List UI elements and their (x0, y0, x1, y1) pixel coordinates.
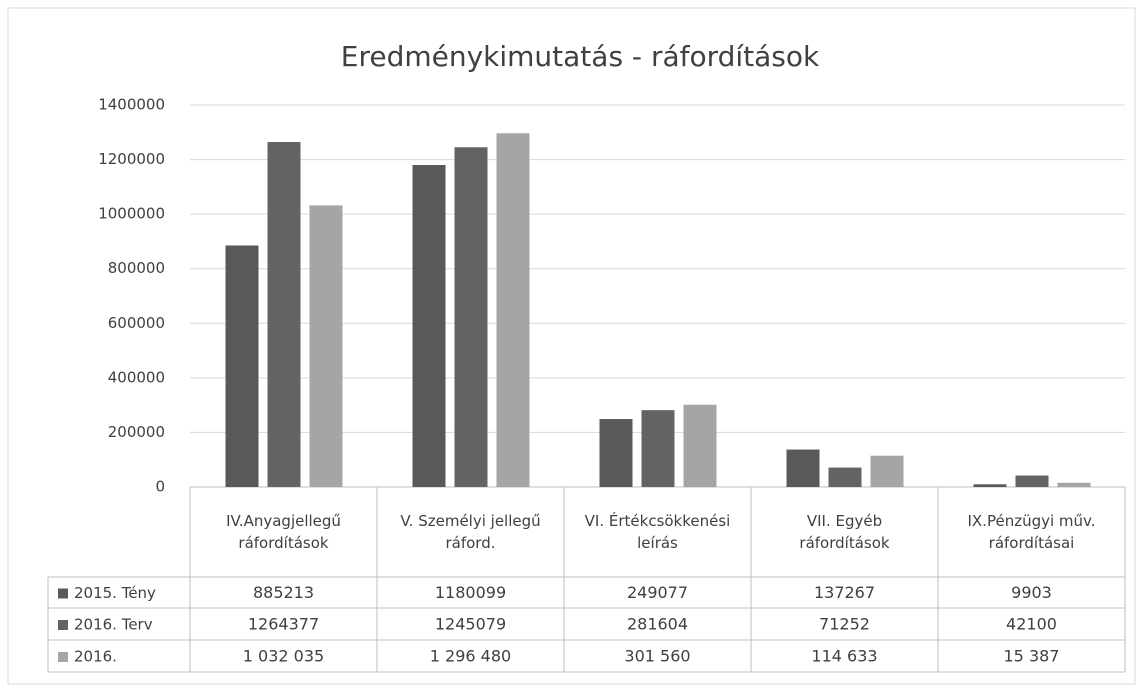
table-value: 15 387 (1004, 647, 1060, 666)
table-value: 1 296 480 (430, 647, 511, 666)
bar (267, 142, 301, 487)
bar (641, 410, 675, 487)
x-tick-label: VI. Értékcsökkenési leírás (584, 512, 731, 552)
bar (309, 205, 343, 487)
y-tick-label: 1000000 (98, 205, 165, 223)
bar (786, 449, 820, 487)
legend-swatch (58, 652, 68, 662)
table-value: 1 032 035 (243, 647, 324, 666)
y-tick-label: 1200000 (98, 150, 165, 168)
legend-label: 2016. Terv (74, 616, 153, 634)
table-value: 885213 (253, 583, 314, 602)
legend-swatch (58, 588, 68, 599)
bar (412, 165, 446, 487)
x-tick-label: IX.Pénzügyi műv. ráfordításai (967, 512, 1096, 552)
y-tick-label: 400000 (108, 368, 165, 386)
table-value: 1264377 (248, 615, 319, 634)
bar (870, 455, 904, 487)
bar (1057, 482, 1091, 487)
table-value: 71252 (819, 615, 870, 634)
y-tick-label: 1400000 (98, 96, 165, 114)
chart-border (7, 7, 1136, 685)
table-value: 114 633 (811, 647, 877, 666)
bar (683, 404, 717, 487)
x-tick-label: VII. Egyéb ráfordítások (799, 512, 890, 552)
table-value: 9903 (1011, 583, 1052, 602)
bar (225, 245, 259, 487)
y-tick-label: 0 (155, 478, 165, 496)
bar (828, 467, 862, 487)
x-tick-label: IV.Anyagjellegű ráfordítások (226, 512, 341, 552)
y-tick-label: 600000 (108, 314, 165, 332)
bar (1015, 475, 1049, 487)
table-value: 249077 (627, 583, 688, 602)
x-tick-label: V. Személyi jellegű ráford. (400, 512, 541, 552)
table-value: 42100 (1006, 615, 1057, 634)
bar (599, 419, 633, 487)
bar (496, 133, 530, 488)
table-value: 301 560 (624, 647, 690, 666)
table-value: 137267 (814, 583, 875, 602)
legend-label: 2016. (74, 648, 117, 666)
y-tick-label: 200000 (108, 423, 165, 441)
table-value: 1180099 (435, 583, 506, 602)
table-value: 1245079 (435, 615, 506, 634)
legend-swatch (58, 620, 68, 630)
bar (454, 147, 488, 487)
chart-title: Eredménykimutatás - ráfordítások (341, 40, 820, 73)
y-tick-label: 800000 (108, 259, 165, 277)
legend-label: 2015. Tény (74, 584, 156, 602)
table-value: 281604 (627, 615, 688, 634)
bar (973, 484, 1007, 487)
